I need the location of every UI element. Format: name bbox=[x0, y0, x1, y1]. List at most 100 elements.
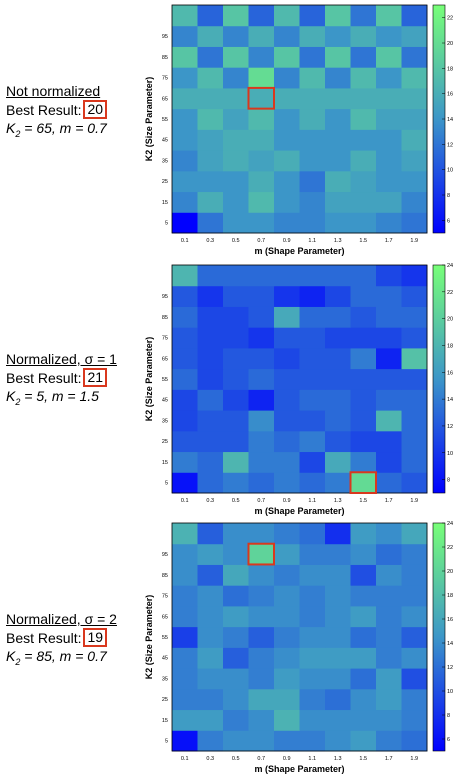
heatmap-cell bbox=[274, 67, 300, 89]
heatmap-cell bbox=[325, 389, 351, 411]
heatmap-cell bbox=[223, 389, 249, 411]
heatmap-cell bbox=[299, 585, 326, 607]
colorbar-tick-label: 20 bbox=[447, 569, 453, 575]
heatmap-cell bbox=[172, 108, 198, 130]
heatmap-panel-2: 0.1 0.3 0.5 0.7 0.9 1.1 1.3 1.5 1.7 1.9 5 15 25 35 45 5… bbox=[144, 263, 453, 516]
k-subscript: 2 bbox=[15, 656, 21, 667]
heatmap-cell bbox=[350, 108, 377, 130]
x-tick-label: 0.1 bbox=[181, 498, 189, 504]
heatmap-cell bbox=[274, 543, 300, 565]
colorbar-tick-label: 22 bbox=[447, 290, 453, 296]
heatmap-cell bbox=[376, 129, 402, 151]
x-axis-label: m (Shape Parameter) bbox=[254, 506, 344, 516]
heatmap-cell bbox=[197, 626, 224, 648]
heatmap-cell bbox=[325, 668, 351, 690]
heatmap-cell bbox=[325, 170, 351, 193]
heatmap-cell bbox=[223, 46, 249, 68]
heatmap-cell bbox=[299, 129, 326, 151]
heatmap-cell bbox=[350, 585, 377, 607]
heatmap-cell bbox=[223, 67, 249, 89]
heatmap-cell bbox=[376, 327, 402, 349]
heatmap-cell bbox=[172, 25, 198, 47]
heatmap-cell bbox=[325, 212, 351, 234]
heatmap-cell bbox=[376, 265, 402, 287]
heatmap-cell bbox=[350, 647, 377, 669]
param-values: = 5, m = 1.5 bbox=[20, 388, 99, 404]
heatmap-cell bbox=[274, 368, 300, 390]
heatmap-cell bbox=[376, 626, 402, 648]
heatmap-cell bbox=[299, 212, 326, 234]
heatmap-cell bbox=[299, 306, 326, 328]
heatmap-cell bbox=[172, 543, 198, 565]
heatmap-cell bbox=[223, 212, 249, 234]
best-result-row: Best Result: 21 bbox=[6, 368, 166, 387]
heatmap-cell bbox=[223, 543, 249, 565]
best-result-label: Best Result: bbox=[6, 369, 82, 386]
heatmap-cell bbox=[325, 709, 351, 731]
heatmap-cell bbox=[248, 709, 275, 731]
heatmap-cell bbox=[197, 170, 224, 193]
heatmap-cell bbox=[197, 46, 224, 68]
y-tick-label: 45 bbox=[162, 138, 168, 144]
heatmap-cell bbox=[350, 347, 377, 370]
heatmap-cell bbox=[248, 5, 275, 27]
heatmap-cell bbox=[350, 46, 377, 68]
heatmap-cell bbox=[299, 626, 326, 648]
heatmap-cell bbox=[172, 451, 198, 473]
heatmap-cell bbox=[350, 668, 377, 690]
y-tick-label: 75 bbox=[162, 336, 168, 342]
heatmap-cell bbox=[197, 668, 224, 690]
heatmap-cell bbox=[350, 265, 377, 287]
y-tick-label: 65 bbox=[162, 356, 168, 362]
heatmap-cell bbox=[401, 523, 428, 545]
colorbar-tick-label: 14 bbox=[447, 397, 453, 403]
heatmap-cell bbox=[325, 191, 351, 213]
x-tick-label: 1.7 bbox=[385, 756, 393, 762]
heatmap-cell bbox=[376, 585, 402, 607]
heatmap-cell bbox=[376, 67, 402, 89]
colorbar-tick-label: 20 bbox=[447, 317, 453, 323]
x-tick-label: 0.5 bbox=[232, 498, 240, 504]
heatmap-cell bbox=[274, 647, 300, 669]
x-tick-label: 0.9 bbox=[283, 498, 291, 504]
y-tick-label: 55 bbox=[162, 377, 168, 383]
x-tick-label: 0.5 bbox=[232, 756, 240, 762]
best-result-label: Best Result: bbox=[6, 101, 82, 118]
heatmap-cell bbox=[197, 306, 224, 328]
heatmap-cell bbox=[350, 543, 377, 565]
heatmap-cell bbox=[223, 668, 249, 690]
heatmap-cell bbox=[325, 327, 351, 349]
heatmap-cell bbox=[299, 430, 326, 453]
panel-title: Not normalized bbox=[6, 83, 101, 99]
heatmap-cell bbox=[197, 191, 224, 213]
heatmap-cell bbox=[223, 472, 249, 494]
heatmap-cell bbox=[299, 191, 326, 213]
colorbar-tick-label: 22 bbox=[447, 545, 453, 551]
heatmap-cell bbox=[248, 688, 275, 711]
heatmap-cell bbox=[376, 543, 402, 565]
heatmap-cell bbox=[197, 327, 224, 349]
heatmap-cell bbox=[350, 327, 377, 349]
y-tick-label: 65 bbox=[162, 96, 168, 102]
x-tick-label: 0.1 bbox=[181, 238, 189, 244]
y-tick-label: 55 bbox=[162, 635, 168, 641]
heatmap-cell bbox=[172, 688, 198, 711]
heatmap-cell bbox=[376, 46, 402, 68]
heatmap-cell bbox=[223, 605, 249, 628]
heatmap-cell bbox=[401, 108, 428, 130]
heatmap-cell bbox=[401, 430, 428, 453]
heatmap-cell bbox=[350, 430, 377, 453]
heatmap-cell bbox=[197, 543, 224, 565]
heatmap-cell bbox=[401, 265, 428, 287]
heatmap-cell bbox=[325, 688, 351, 711]
x-tick-label: 1.1 bbox=[308, 756, 316, 762]
heatmap-cell bbox=[248, 647, 275, 669]
colorbar-tick-label: 6 bbox=[447, 737, 450, 743]
colorbar-tick-label: 10 bbox=[447, 451, 453, 457]
x-tick-label: 1.7 bbox=[385, 498, 393, 504]
heatmap-cell bbox=[172, 709, 198, 731]
heatmap-cell bbox=[401, 170, 428, 193]
heatmap-cell bbox=[197, 564, 224, 586]
heatmap-cell bbox=[299, 170, 326, 193]
heatmap-cell bbox=[350, 688, 377, 711]
